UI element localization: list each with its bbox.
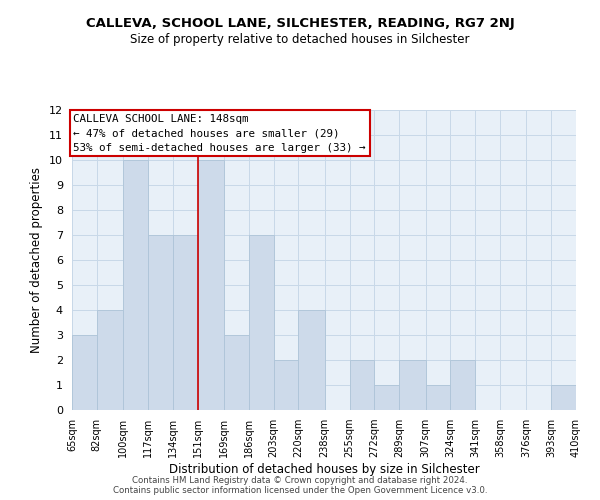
Bar	[72, 335, 97, 410]
Bar	[97, 310, 123, 410]
X-axis label: Distribution of detached houses by size in Silchester: Distribution of detached houses by size …	[169, 462, 479, 475]
Text: Size of property relative to detached houses in Silchester: Size of property relative to detached ho…	[130, 32, 470, 46]
Bar	[451, 360, 475, 410]
Bar	[374, 385, 399, 410]
Bar	[197, 160, 224, 410]
Text: Contains public sector information licensed under the Open Government Licence v3: Contains public sector information licen…	[113, 486, 487, 495]
Bar	[249, 235, 274, 410]
Y-axis label: Number of detached properties: Number of detached properties	[30, 167, 43, 353]
Bar	[173, 235, 197, 410]
Bar	[399, 360, 425, 410]
Text: CALLEVA, SCHOOL LANE, SILCHESTER, READING, RG7 2NJ: CALLEVA, SCHOOL LANE, SILCHESTER, READIN…	[86, 18, 514, 30]
Text: Contains HM Land Registry data © Crown copyright and database right 2024.: Contains HM Land Registry data © Crown c…	[132, 476, 468, 485]
Text: CALLEVA SCHOOL LANE: 148sqm
← 47% of detached houses are smaller (29)
53% of sem: CALLEVA SCHOOL LANE: 148sqm ← 47% of det…	[73, 114, 366, 152]
Bar	[551, 385, 576, 410]
Bar	[274, 360, 298, 410]
Bar	[148, 235, 173, 410]
Bar	[123, 160, 148, 410]
Bar	[350, 360, 374, 410]
Bar	[224, 335, 249, 410]
Bar	[425, 385, 451, 410]
Bar	[298, 310, 325, 410]
